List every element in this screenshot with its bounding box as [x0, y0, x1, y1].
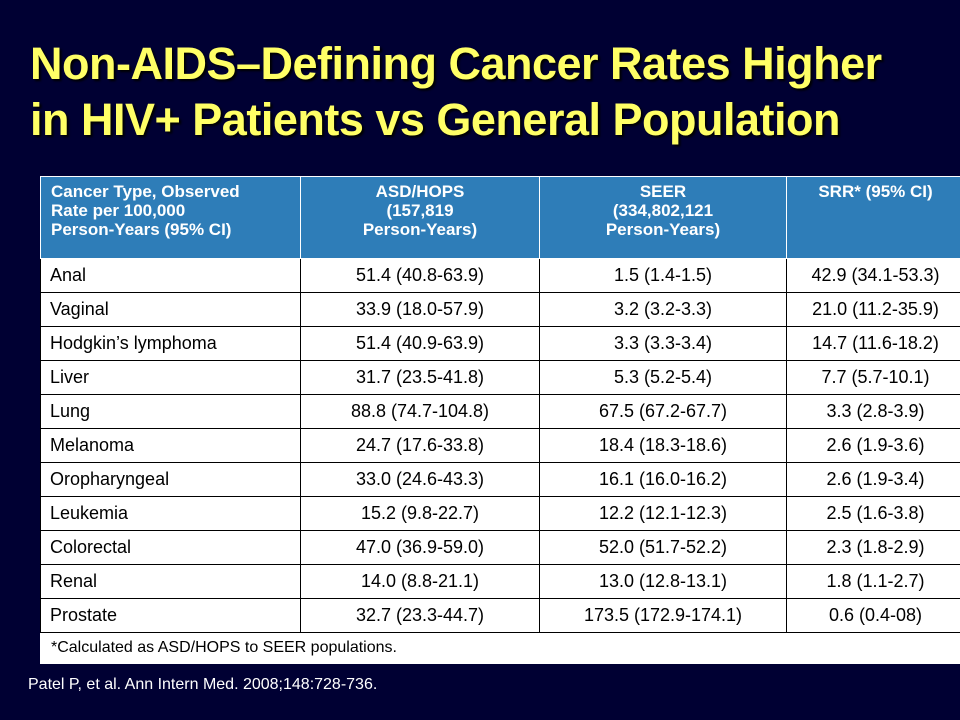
cell-srr: 3.3 (2.8-3.9)	[786, 394, 960, 429]
cell-asd-hops-rate: 51.4 (40.8-63.9)	[300, 258, 540, 293]
header-srr: SRR* (95% CI)	[786, 176, 960, 259]
header-line: Person-Years)	[605, 220, 721, 239]
header-line: Person-Years (95% CI)	[51, 220, 232, 239]
cell-seer-rate: 173.5 (172.9-174.1)	[539, 598, 787, 633]
cell-cancer-type: Colorectal	[40, 530, 301, 565]
header-line: Rate per 100,000	[51, 201, 186, 220]
header-line: Person-Years)	[362, 220, 478, 239]
cell-srr: 21.0 (11.2-35.9)	[786, 292, 960, 327]
cell-srr: 2.5 (1.6-3.8)	[786, 496, 960, 531]
cell-asd-hops-rate: 51.4 (40.9-63.9)	[300, 326, 540, 361]
cell-seer-rate: 3.3 (3.3-3.4)	[539, 326, 787, 361]
cell-srr: 7.7 (5.7-10.1)	[786, 360, 960, 395]
cell-srr: 2.6 (1.9-3.4)	[786, 462, 960, 497]
cell-asd-hops-rate: 33.0 (24.6-43.3)	[300, 462, 540, 497]
header-line: (157,819	[386, 201, 454, 220]
cell-seer-rate: 5.3 (5.2-5.4)	[539, 360, 787, 395]
cell-srr: 2.3 (1.8-2.9)	[786, 530, 960, 565]
table-row: Lung 88.8 (74.7-104.8) 67.5 (67.2-67.7) 3.3…	[40, 394, 960, 429]
header-line: ASD/HOPS	[375, 182, 465, 201]
table-row: Anal 51.4 (40.8-63.9) 1.5 (1.4-1.5) 42.9 (3…	[40, 258, 960, 293]
table-row: Liver 31.7 (23.5-41.8) 5.3 (5.2-5.4) 7.7 (5…	[40, 360, 960, 395]
cell-asd-hops-rate: 31.7 (23.5-41.8)	[300, 360, 540, 395]
cell-cancer-type: Hodgkin’s lymphoma	[40, 326, 301, 361]
cell-asd-hops-rate: 24.7 (17.6-33.8)	[300, 428, 540, 463]
cell-seer-rate: 3.2 (3.2-3.3)	[539, 292, 787, 327]
header-line: Cancer Type, Observed	[51, 182, 240, 201]
cell-cancer-type: Melanoma	[40, 428, 301, 463]
cell-seer-rate: 1.5 (1.4-1.5)	[539, 258, 787, 293]
cell-seer-rate: 13.0 (12.8-13.1)	[539, 564, 787, 599]
footnote-row: *Calculated as ASD/HOPS to SEER populati…	[40, 632, 960, 664]
slide-title-line-2: in HIV+ Patients vs General Population	[30, 94, 840, 145]
table-row: Prostate 32.7 (23.3-44.7) 173.5 (172.9-174…	[40, 598, 960, 633]
table-body: Anal 51.4 (40.8-63.9) 1.5 (1.4-1.5) 42.9 (3…	[40, 258, 960, 633]
table-header-row: Cancer Type, Observed Rate per 100,000 P…	[40, 176, 960, 259]
cell-asd-hops-rate: 15.2 (9.8-22.7)	[300, 496, 540, 531]
cell-srr: 14.7 (11.6-18.2)	[786, 326, 960, 361]
table-row: Leukemia 15.2 (9.8-22.7) 12.2 (12.1-12.3) 2…	[40, 496, 960, 531]
cell-cancer-type: Oropharyngeal	[40, 462, 301, 497]
cell-seer-rate: 67.5 (67.2-67.7)	[539, 394, 787, 429]
slide-title-line-1: Non-AIDS–Defining Cancer Rates Higher	[30, 38, 882, 89]
table-row: Melanoma 24.7 (17.6-33.8) 18.4 (18.3-18.6)…	[40, 428, 960, 463]
header-asd-hops: ASD/HOPS (157,819 Person-Years)	[300, 176, 540, 259]
table-row: Renal 14.0 (8.8-21.1) 13.0 (12.8-13.1) 1.8 …	[40, 564, 960, 599]
header-cancer-type: Cancer Type, Observed Rate per 100,000 P…	[40, 176, 301, 259]
slide-title: Non-AIDS–Defining Cancer Rates Higher in…	[30, 36, 950, 148]
table-row: Vaginal 33.9 (18.0-57.9) 3.2 (3.2-3.3) 21.0…	[40, 292, 960, 327]
citation: Patel P, et al. Ann Intern Med. 2008;148…	[28, 676, 378, 693]
cell-seer-rate: 18.4 (18.3-18.6)	[539, 428, 787, 463]
cell-srr: 1.8 (1.1-2.7)	[786, 564, 960, 599]
cell-seer-rate: 16.1 (16.0-16.2)	[539, 462, 787, 497]
cell-cancer-type: Anal	[40, 258, 301, 293]
cell-srr: 2.6 (1.9-3.6)	[786, 428, 960, 463]
cell-cancer-type: Leukemia	[40, 496, 301, 531]
cell-asd-hops-rate: 88.8 (74.7-104.8)	[300, 394, 540, 429]
cell-asd-hops-rate: 33.9 (18.0-57.9)	[300, 292, 540, 327]
header-line: (334,802,121	[612, 201, 714, 220]
header-line: SRR* (95% CI)	[818, 182, 933, 201]
cancer-rates-table: Cancer Type, Observed Rate per 100,000 P…	[40, 176, 960, 664]
cell-asd-hops-rate: 47.0 (36.9-59.0)	[300, 530, 540, 565]
cell-seer-rate: 12.2 (12.1-12.3)	[539, 496, 787, 531]
table-row: Colorectal 47.0 (36.9-59.0) 52.0 (51.7-52.…	[40, 530, 960, 565]
table-footnote: *Calculated as ASD/HOPS to SEER populati…	[40, 632, 960, 664]
cell-cancer-type: Liver	[40, 360, 301, 395]
table-row: Oropharyngeal 33.0 (24.6-43.3) 16.1 (16.0-…	[40, 462, 960, 497]
cell-srr: 0.6 (0.4-08)	[786, 598, 960, 633]
cell-cancer-type: Renal	[40, 564, 301, 599]
cell-cancer-type: Lung	[40, 394, 301, 429]
table-row: Hodgkin’s lymphoma 51.4 (40.9-63.9) 3.3 (3…	[40, 326, 960, 361]
header-seer: SEER (334,802,121 Person-Years)	[539, 176, 787, 259]
cell-srr: 42.9 (34.1-53.3)	[786, 258, 960, 293]
cell-cancer-type: Vaginal	[40, 292, 301, 327]
cell-cancer-type: Prostate	[40, 598, 301, 633]
cell-seer-rate: 52.0 (51.7-52.2)	[539, 530, 787, 565]
cell-asd-hops-rate: 32.7 (23.3-44.7)	[300, 598, 540, 633]
cell-asd-hops-rate: 14.0 (8.8-21.1)	[300, 564, 540, 599]
header-line: SEER	[639, 182, 687, 201]
